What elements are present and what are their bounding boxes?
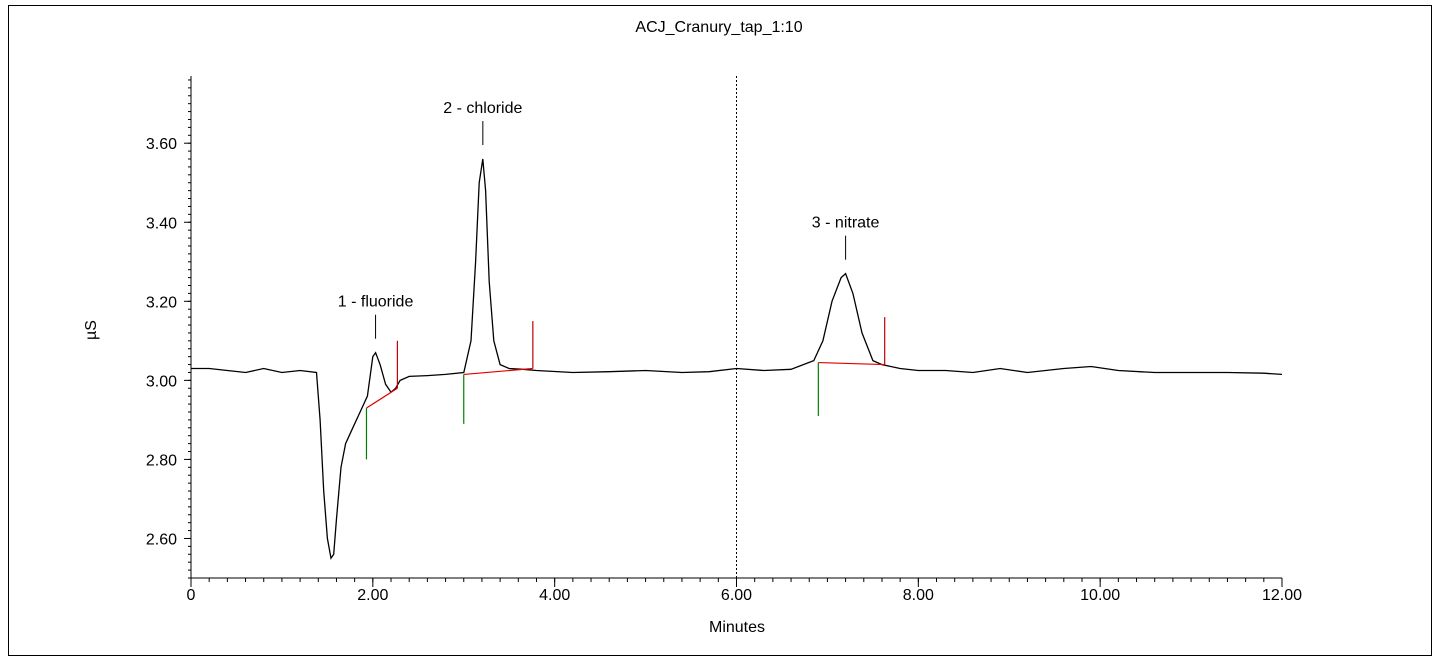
chart-frame [8, 5, 1432, 656]
peak-label: 3 - nitrate [812, 215, 880, 232]
y-tick-label: 3.40 [146, 215, 177, 232]
chromatogram-trace [191, 158, 1283, 560]
plot-area: 0 2.00 4.00 6.00 8.00 10.00 12.00 2.60 2.80 3.00 3… [146, 76, 1302, 604]
y-tick-label: 2.80 [146, 452, 177, 469]
y-tick-label: 2.60 [146, 531, 177, 548]
x-tick-label: 0 [187, 587, 196, 604]
y-tick-label: 3.00 [146, 373, 177, 390]
peak-baseline [818, 361, 885, 366]
peak-baseline [366, 387, 398, 409]
peak-label: 1 - fluoride [338, 294, 414, 311]
x-tick-label: 12.00 [1262, 587, 1302, 604]
y-axis-label: µS [83, 320, 100, 340]
peak-label: 2 - chloride [443, 100, 522, 117]
x-tick-label: 8.00 [903, 587, 934, 604]
y-tick-label: 3.20 [146, 294, 177, 311]
x-tick-label: 10.00 [1080, 587, 1120, 604]
x-tick-label: 4.00 [539, 587, 570, 604]
peak-baseline [463, 367, 533, 376]
y-tick-label: 3.60 [146, 136, 177, 153]
x-tick-label: 2.00 [357, 587, 388, 604]
x-tick-label: 6.00 [721, 587, 752, 604]
x-axis-label: Minutes [709, 619, 765, 636]
chart-title: ACJ_Cranury_tap_1:10 [635, 19, 802, 36]
